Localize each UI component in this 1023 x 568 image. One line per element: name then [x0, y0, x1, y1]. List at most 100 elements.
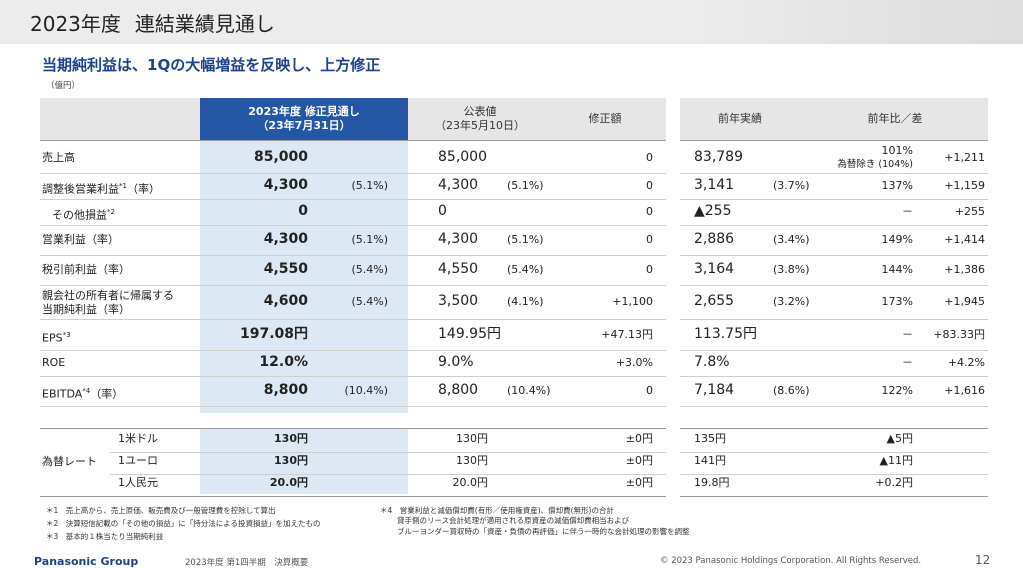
- published-ratio: (4.1%): [507, 295, 544, 308]
- footnote-marker: *2: [107, 208, 115, 216]
- row-divider: [680, 285, 988, 286]
- prev-ratio: (3.2%): [773, 295, 810, 308]
- note-2: ＊2 決算短信記載の「その他の損益」に「持分法による投資損益」を加えたもの: [46, 519, 321, 528]
- forecast-value: 12.0%: [259, 354, 308, 370]
- note-4-line2: 貸手側のリース会計処理が適用される原資産の減価償却費相当および: [397, 516, 630, 525]
- row-label-line2: 当期純利益（率）: [42, 303, 130, 316]
- fx-published: 20.0円: [452, 476, 489, 489]
- forecast-ratio: (10.4%): [344, 384, 388, 397]
- fx-forecast: 130円: [274, 454, 308, 467]
- yoy-header: 前年比／差: [867, 112, 923, 125]
- published-ratio: (5.1%): [507, 179, 544, 192]
- revision-value: 0: [646, 205, 653, 218]
- yoy-diff: +1,159: [944, 179, 985, 192]
- revision-value: +1,100: [612, 295, 653, 308]
- yoy-diff: +83.33円: [933, 327, 985, 341]
- prev-value: 7,184: [694, 382, 735, 398]
- fx-diff: +0.2円: [875, 476, 913, 489]
- fx-revision: ±0円: [625, 432, 653, 445]
- row-label-text: EBITDA: [42, 387, 83, 401]
- row-divider: [40, 173, 666, 174]
- forecast-header-date: （23年7月31日）: [257, 119, 351, 132]
- forecast-value: 4,600: [263, 293, 308, 309]
- company-logo: Panasonic Group: [34, 555, 139, 568]
- row-divider: [680, 140, 988, 141]
- note-1: ＊1 売上高から、売上原価、販売費及び一般管理費を控除して算出: [46, 506, 276, 515]
- yoy-ratio: 149%: [881, 233, 913, 246]
- footer-copyright: © 2023 Panasonic Holdings Corporation. A…: [660, 556, 922, 566]
- forecast-ratio: (5.4%): [351, 295, 388, 308]
- unit-label: （億円）: [46, 81, 81, 91]
- published-value: 3,500: [438, 293, 479, 309]
- fx-divider: [680, 428, 988, 429]
- footnote-marker: *4: [82, 387, 91, 395]
- row-divider: [680, 406, 988, 407]
- fx-divider: [680, 452, 988, 453]
- header-accent: [693, 0, 1023, 44]
- prev-ratio: (3.8%): [773, 263, 810, 276]
- prev-value: 3,164: [694, 261, 735, 277]
- fx-diff: ▲5円: [886, 432, 913, 445]
- fx-label: 為替レート: [42, 455, 97, 468]
- forecast-value: 197.08円: [239, 325, 308, 342]
- row-label-text: EPS: [42, 331, 63, 345]
- fx-currency: 1人民元: [118, 476, 158, 489]
- published-ratio: (5.1%): [507, 233, 544, 246]
- forecast-value: 4,300: [263, 231, 308, 247]
- fx-forecast: 20.0円: [269, 476, 308, 489]
- fx-currency: 1ユーロ: [118, 454, 158, 467]
- published-value: 149.95円: [438, 325, 501, 342]
- row-label-text: ROE: [42, 356, 66, 369]
- fx-divider: [110, 474, 666, 475]
- row-divider: [680, 199, 988, 200]
- published-header-date: （23年5月10日）: [435, 119, 525, 132]
- prev-value: 7.8%: [694, 354, 730, 370]
- revision-value: 0: [646, 384, 653, 397]
- footnote-marker: *1: [119, 182, 127, 190]
- yoy-ratio: 122%: [881, 384, 913, 397]
- row-divider: [680, 225, 988, 226]
- forecast-value: 4,300: [263, 177, 308, 193]
- row-label-text: 営業利益（率）: [42, 233, 119, 246]
- footnote-marker: *3: [62, 330, 71, 339]
- fx-published: 130円: [456, 432, 488, 445]
- revision-value: 0: [646, 263, 653, 276]
- page-number: 12: [975, 553, 991, 567]
- row-divider: [40, 225, 666, 226]
- row-divider: [40, 255, 666, 256]
- published-value: 4,300: [438, 177, 479, 193]
- published-value: 4,300: [438, 231, 479, 247]
- label-header-bg: [40, 98, 200, 140]
- row-label-tail: （率）: [126, 182, 160, 196]
- published-value: 85,000: [438, 149, 487, 165]
- row-divider: [680, 376, 988, 377]
- published-header-title: 公表値: [463, 105, 497, 118]
- fx-diff: ▲11円: [879, 454, 913, 467]
- published-ratio: (10.4%): [507, 384, 551, 397]
- prev-header: 前年実績: [718, 112, 762, 125]
- row-label-tail: （率）: [90, 387, 124, 401]
- row-label: 調整後営業利益*1（率）: [42, 179, 160, 197]
- yoy-diff: +1,386: [944, 263, 985, 276]
- yoy-ratio-sub: 為替除き (104%): [837, 159, 913, 170]
- prev-value: 3,141: [694, 177, 735, 193]
- published-value: 8,800: [438, 382, 479, 398]
- published-value: 0: [438, 203, 447, 219]
- fx-prev: 141円: [694, 454, 726, 467]
- header-bar: [0, 0, 1023, 44]
- yoy-diff: +1,616: [944, 384, 985, 397]
- row-divider: [680, 319, 988, 320]
- page-title-sub: 連結業績見通し: [134, 12, 275, 36]
- row-label-text: 調整後営業利益: [42, 182, 119, 196]
- row-label: 営業利益（率）: [42, 233, 119, 247]
- prev-value: 2,655: [694, 293, 735, 309]
- fx-revision: ±0円: [625, 476, 653, 489]
- fx-prev: 135円: [694, 432, 726, 445]
- row-divider: [40, 199, 666, 200]
- forecast-value: 8,800: [263, 382, 308, 398]
- row-label-text: その他損益: [52, 208, 107, 222]
- row-divider: [40, 376, 666, 377]
- forecast-header: 2023年度 修正見通し （23年7月31日）: [200, 98, 408, 140]
- published-header: 公表値 （23年5月10日）: [420, 98, 540, 140]
- revision-value: 0: [646, 151, 653, 164]
